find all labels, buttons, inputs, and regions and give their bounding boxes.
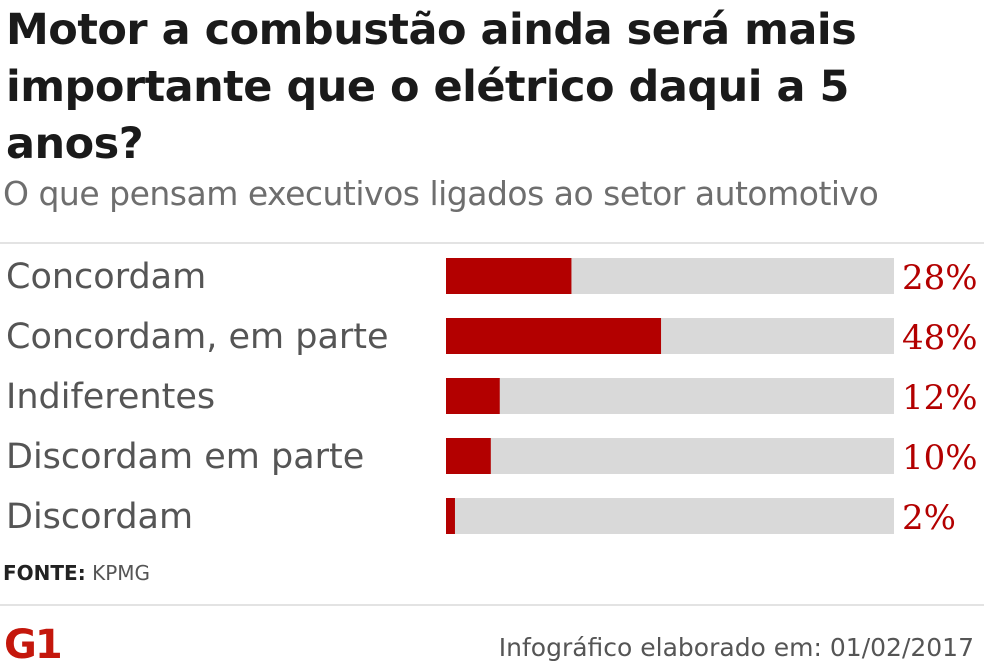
bar <box>446 438 491 474</box>
bar-row: Indiferentes 12% <box>6 377 978 418</box>
top-divider <box>0 242 984 244</box>
value-label: 28% <box>902 258 978 298</box>
bar-track <box>446 378 894 414</box>
source-text: KPMG <box>92 561 151 585</box>
g1-logo: G1 <box>4 622 63 664</box>
footer-note: Infográfico elaborado em: 01/02/2017 <box>498 633 974 662</box>
value-label: 2% <box>902 498 956 538</box>
category-label: Concordam, em parte <box>6 317 389 357</box>
bar-chart: Concordam 28% Concordam, em parte 48% Indife… <box>6 257 978 538</box>
value-label: 10% <box>902 438 978 478</box>
bar <box>446 258 572 294</box>
g1-logo-text: G1 <box>4 622 61 664</box>
chart-subtitle: O que pensam executivos ligados ao setor… <box>3 174 879 213</box>
bar <box>446 378 500 414</box>
value-label: 12% <box>902 378 978 418</box>
category-label: Discordam <box>6 497 193 537</box>
bar-row: Discordam em parte 10% <box>6 437 978 478</box>
bar <box>446 498 455 534</box>
bar-row: Discordam 2% <box>6 497 956 538</box>
bar-row: Concordam, em parte 48% <box>6 317 978 358</box>
source-line: FONTE: KPMG <box>3 561 150 585</box>
bar-row: Concordam 28% <box>6 257 978 298</box>
bottom-divider <box>0 604 984 606</box>
value-label: 48% <box>902 318 978 358</box>
bar-track <box>446 498 894 534</box>
source-label: FONTE: <box>3 561 86 585</box>
category-label: Indiferentes <box>6 377 215 417</box>
bar <box>446 318 662 354</box>
chart-title: Motor a combustão ainda será mais import… <box>6 5 857 169</box>
category-label: Discordam em parte <box>6 437 364 477</box>
category-label: Concordam <box>6 257 206 297</box>
bar-track <box>446 438 894 474</box>
